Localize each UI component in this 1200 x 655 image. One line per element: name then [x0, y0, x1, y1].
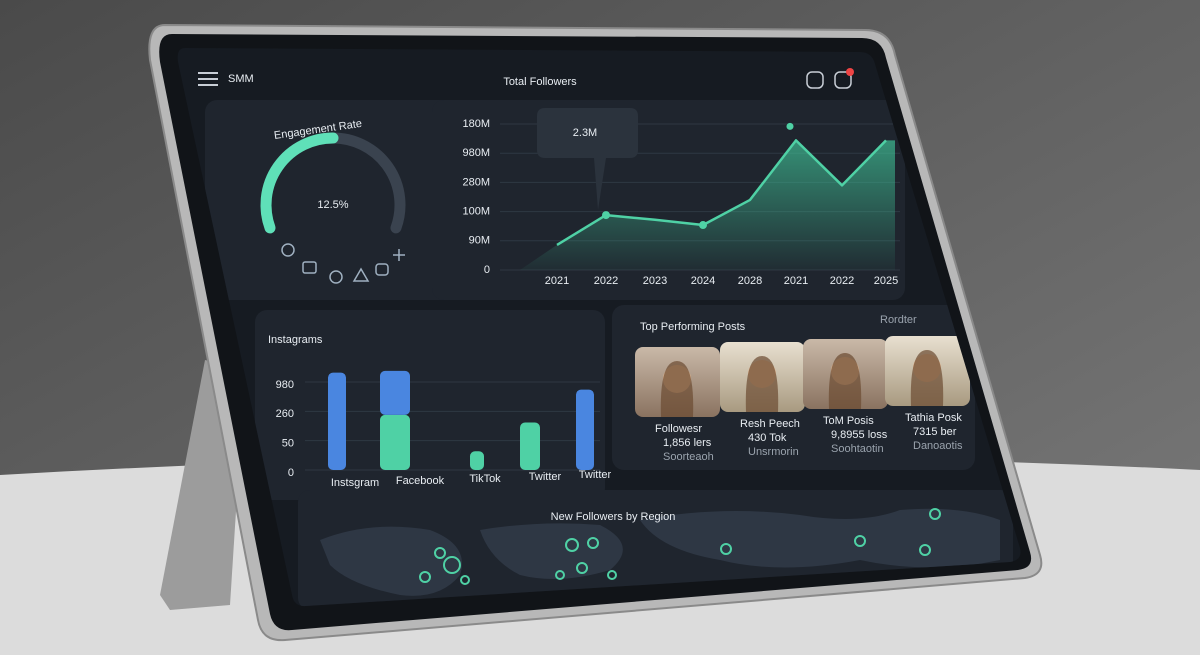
bar: [328, 372, 346, 470]
notification-icon[interactable]: [834, 71, 852, 89]
x-tick-label: 2022: [830, 275, 854, 287]
x-tick-label: 2021: [784, 275, 808, 287]
y-tick-label: 980: [276, 379, 294, 391]
annotation: 2.3M: [573, 127, 597, 139]
app-title: SMM: [228, 73, 254, 85]
y-tick-label: 90M: [469, 235, 490, 247]
gauge-value: 12.5%: [317, 199, 348, 211]
posts-action[interactable]: Rordter: [880, 314, 917, 326]
post-label: Followesr: [655, 423, 702, 435]
gauge-panel: [205, 100, 460, 300]
screen: SMM Total Followers Top Performing Posts…: [177, 48, 1021, 607]
x-tick-label: 2025: [874, 275, 898, 287]
menu-icon[interactable]: [198, 72, 218, 86]
post-sub: Unsrmorin: [748, 446, 799, 458]
post-label: Resh Peech: [740, 418, 800, 430]
annotation-box: [537, 108, 638, 210]
y-tick-label: 50: [282, 438, 294, 450]
post-sub: Soohtaotin: [831, 443, 884, 455]
point: [699, 221, 707, 230]
post-label: Tathia Posk: [905, 412, 962, 424]
y-tick-label: 0: [484, 264, 490, 276]
post-value: 1,856 lers: [663, 437, 712, 449]
y-tick-label: 280M: [462, 176, 490, 188]
map-dots: [419, 508, 941, 585]
post-hair: [660, 361, 694, 417]
y-tick-label: 980M: [462, 147, 490, 159]
x-tick-label: TikTok: [469, 473, 501, 485]
post-value: 430 Tok: [748, 432, 787, 444]
bar: [380, 370, 410, 415]
post-label: ToM Posis: [823, 415, 874, 427]
x-tick-label: 2021: [545, 275, 569, 287]
post-value: 7315 ber: [913, 426, 957, 438]
post-hair: [910, 350, 944, 406]
x-tick-label: Twitter: [529, 471, 562, 483]
post-sub: Soorteaoh: [663, 451, 714, 463]
line: [556, 139, 887, 246]
x-tick-label: Facebook: [396, 475, 445, 487]
x-tick-label: 2028: [738, 275, 762, 287]
x-tick-label: 2023: [643, 275, 667, 287]
post-sub: Danoaotis: [913, 440, 963, 452]
post-value: 9,8955 loss: [831, 429, 888, 441]
x-tick-label: Instsgram: [331, 477, 379, 489]
notification-badge: [846, 68, 854, 76]
map-land: [320, 508, 1000, 596]
bar: [470, 451, 484, 470]
gauge-icons: [281, 243, 405, 284]
header-title: Total Followers: [503, 76, 577, 88]
point: [786, 122, 794, 130]
x-tick-label: 2022: [594, 275, 618, 287]
bar-title: Instagrams: [268, 334, 323, 346]
bar: [576, 389, 594, 470]
y-tick-label: 260: [276, 408, 294, 420]
camera-icon[interactable]: [806, 71, 824, 89]
point: [602, 211, 610, 220]
gauge-fill: [260, 132, 339, 234]
y-tick-label: 0: [288, 467, 294, 479]
bar: [380, 414, 410, 470]
bar: [520, 422, 540, 470]
x-tick-label: 2024: [691, 275, 715, 287]
map-title: New Followers by Region: [551, 511, 676, 523]
posts-title: Top Performing Posts: [640, 321, 746, 333]
area-fill: [520, 140, 895, 270]
y-tick-label: 100M: [462, 206, 490, 218]
post-hair: [745, 356, 779, 412]
x-tick-label: Twitter: [579, 469, 612, 481]
post-hair: [828, 353, 862, 409]
y-tick-label: 180M: [462, 118, 490, 130]
